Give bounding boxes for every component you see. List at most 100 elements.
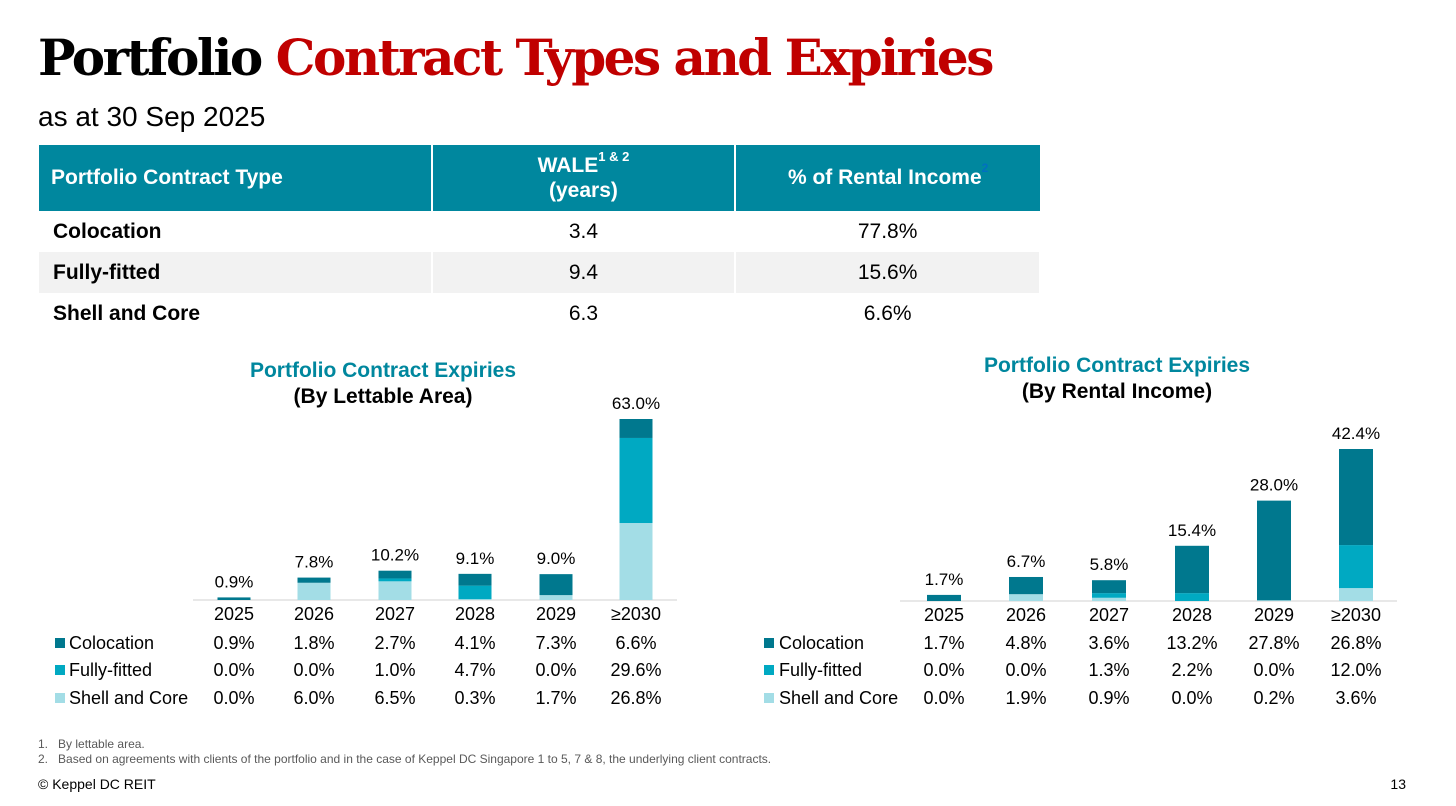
bar-shell-and-core-2027 xyxy=(1092,597,1126,601)
data-table-value: 29.6% xyxy=(610,660,661,680)
legend-label-fully-fitted: Fully-fitted xyxy=(779,660,862,680)
data-table-value: 6.5% xyxy=(374,688,415,708)
bar-total-label: 0.9% xyxy=(215,572,254,591)
x-tick-label: 2027 xyxy=(1089,605,1129,625)
bar-colocation-2026 xyxy=(297,577,331,583)
data-table-value: 0.0% xyxy=(923,660,964,680)
bar-total-label: 9.1% xyxy=(456,549,495,568)
bar-colocation-≥2030 xyxy=(619,419,653,438)
bar-total-label: 1.7% xyxy=(925,570,964,589)
page-title: Portfolio Contract Types and Expiries xyxy=(38,28,995,87)
bar-colocation-2027 xyxy=(1092,580,1126,594)
bar-colocation-≥2030 xyxy=(1339,449,1373,546)
data-table-value: 3.6% xyxy=(1088,633,1129,653)
data-table-value: 2.2% xyxy=(1171,660,1212,680)
legend-swatch-shell-and-core xyxy=(55,693,65,703)
x-tick-label: 2029 xyxy=(536,604,576,624)
bar-total-label: 63.0% xyxy=(612,394,660,413)
bar-shell-and-core-2027 xyxy=(378,581,412,600)
data-table-value: 0.2% xyxy=(1253,688,1294,708)
legend-label-fully-fitted: Fully-fitted xyxy=(69,660,152,680)
bar-total-label: 5.8% xyxy=(1090,555,1129,574)
page-title-part1: Portfolio xyxy=(38,28,263,87)
page-title-part2: Contract Types and Expiries xyxy=(275,28,995,87)
data-table-value: 13.2% xyxy=(1166,633,1217,653)
bar-total-label: 10.2% xyxy=(371,546,419,565)
data-table-value: 0.0% xyxy=(923,688,964,708)
x-tick-label: 2025 xyxy=(214,604,254,624)
data-table-value: 0.0% xyxy=(1171,688,1212,708)
bar-colocation-2025 xyxy=(927,594,961,601)
footnote-1: 1. By lettable area. xyxy=(38,737,145,751)
data-table-value: 27.8% xyxy=(1248,633,1299,653)
bar-colocation-2028 xyxy=(1175,545,1209,594)
footnote-text: By lettable area. xyxy=(58,737,145,751)
data-table-value: 26.8% xyxy=(1330,633,1381,653)
bar-shell-and-core-2026 xyxy=(297,582,331,600)
legend-swatch-colocation xyxy=(55,638,65,648)
x-tick-label: 2026 xyxy=(1006,605,1046,625)
data-table-value: 7.3% xyxy=(535,633,576,653)
row-wale: 3.4 xyxy=(431,211,737,252)
bar-colocation-2029 xyxy=(1257,500,1291,601)
bar-fully-fitted-2027 xyxy=(1092,593,1126,598)
page-subtitle: as at 30 Sep 2025 xyxy=(38,101,266,132)
data-table-value: 0.9% xyxy=(213,633,254,653)
legend-swatch-shell-and-core xyxy=(764,693,774,703)
bar-fully-fitted-≥2030 xyxy=(1339,545,1373,589)
x-tick-label: 2026 xyxy=(294,604,334,624)
bar-fully-fitted-2028 xyxy=(1175,593,1209,601)
chart-title-main: Portfolio Contract Expiries xyxy=(983,354,1251,377)
footnote-number: 2. xyxy=(38,752,49,766)
data-table-value: 0.0% xyxy=(293,660,334,680)
data-table-value: 0.9% xyxy=(1088,688,1129,708)
x-tick-label: 2027 xyxy=(375,604,415,624)
bar-fully-fitted-2028 xyxy=(458,585,492,600)
bar-colocation-2025 xyxy=(217,597,251,600)
copyright: © Keppel DC REIT xyxy=(38,776,156,792)
footnote-2: 2. Based on agreements with clients of t… xyxy=(38,752,771,766)
data-table-value: 1.7% xyxy=(923,633,964,653)
legend-label-colocation: Colocation xyxy=(69,633,154,653)
bar-total-label: 6.7% xyxy=(1007,552,1046,571)
legend-label-shell-and-core: Shell and Core xyxy=(69,688,188,708)
data-table-value: 0.0% xyxy=(1005,660,1046,680)
bar-fully-fitted-2027 xyxy=(378,578,412,582)
chart-title-main: Portfolio Contract Expiries xyxy=(249,359,517,382)
data-table-value: 3.6% xyxy=(1335,688,1376,708)
table-row: Shell and Core 6.3 6.6% xyxy=(39,293,1041,334)
legend-swatch-colocation xyxy=(764,638,774,648)
table-row: Colocation 3.4 77.8% xyxy=(39,211,1041,252)
x-tick-label: 2028 xyxy=(1172,605,1212,625)
header-contract-type: Portfolio Contract Type xyxy=(39,145,433,211)
data-table-value: 0.0% xyxy=(213,660,254,680)
x-tick-label: ≥2030 xyxy=(1331,605,1381,625)
bar-total-label: 9.0% xyxy=(537,549,576,568)
contract-type-table: Portfolio Contract Type WALE1 & 2 (years… xyxy=(39,145,1041,334)
data-table-value: 1.0% xyxy=(374,660,415,680)
data-table-value: 12.0% xyxy=(1330,660,1381,680)
chart-title-sub: (By Rental Income) xyxy=(1021,380,1213,403)
bar-shell-and-core-2028 xyxy=(458,599,492,600)
bar-shell-and-core-≥2030 xyxy=(1339,588,1373,601)
header-income-label: % of Rental Income xyxy=(787,166,982,190)
data-table-value: 0.0% xyxy=(213,688,254,708)
bar-shell-and-core-2029 xyxy=(539,595,573,600)
data-table-value: 0.0% xyxy=(1253,660,1294,680)
x-tick-label: 2025 xyxy=(924,605,964,625)
row-type: Shell and Core xyxy=(39,293,433,334)
footnote-number: 1. xyxy=(38,737,49,751)
row-income: 15.6% xyxy=(735,252,1041,293)
bar-total-label: 7.8% xyxy=(295,553,334,572)
chart-title-sub: (By Lettable Area) xyxy=(293,385,473,408)
legend-swatch-fully-fitted xyxy=(764,665,774,675)
data-table-value: 4.7% xyxy=(454,660,495,680)
x-tick-label: 2028 xyxy=(455,604,495,624)
bar-colocation-2029 xyxy=(539,574,573,596)
row-income: 6.6% xyxy=(735,293,1041,334)
legend-label-shell-and-core: Shell and Core xyxy=(779,688,898,708)
bar-shell-and-core-≥2030 xyxy=(619,523,653,600)
data-table-value: 6.6% xyxy=(615,633,656,653)
legend-label-colocation: Colocation xyxy=(779,633,864,653)
